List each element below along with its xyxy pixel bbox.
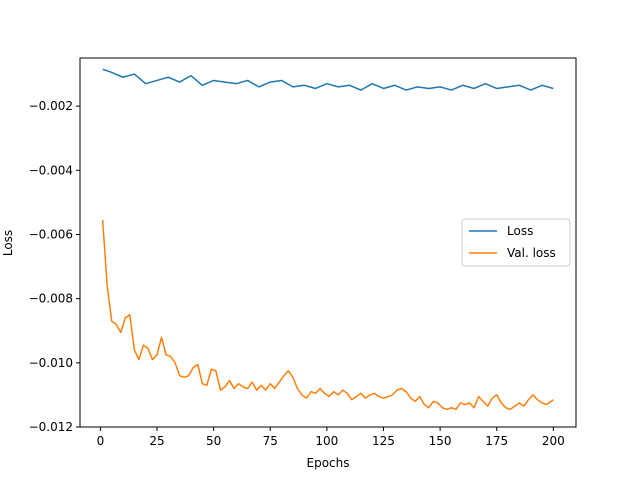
y-tick-label: −0.002 bbox=[29, 99, 73, 113]
y-axis-ticks: −0.002 −0.004 −0.006 −0.008 −0.010 −0.012 bbox=[29, 99, 80, 434]
x-tick-label: 125 bbox=[372, 434, 395, 448]
x-tick-label: 175 bbox=[485, 434, 508, 448]
series-line-0 bbox=[102, 68, 554, 91]
plot-series-group bbox=[101, 68, 554, 411]
y-tick-label: −0.004 bbox=[29, 163, 73, 177]
x-axis-label: Epochs bbox=[307, 456, 350, 470]
y-axis-label: Loss bbox=[1, 230, 15, 256]
y-tick-label: −0.006 bbox=[29, 227, 73, 241]
x-tick-label: 0 bbox=[97, 434, 105, 448]
legend: Loss Val. loss bbox=[461, 218, 571, 267]
legend-label-0: Loss bbox=[507, 224, 533, 238]
x-tick-label: 200 bbox=[542, 434, 565, 448]
y-tick-label: −0.012 bbox=[29, 420, 73, 434]
x-tick-label: 50 bbox=[206, 434, 221, 448]
y-tick-label: −0.010 bbox=[29, 356, 73, 370]
x-axis-ticks: 0 25 50 75 100 125 150 175 200 bbox=[97, 427, 565, 448]
x-tick-label: 100 bbox=[315, 434, 338, 448]
x-tick-label: 75 bbox=[263, 434, 278, 448]
legend-label-1: Val. loss bbox=[507, 246, 556, 260]
x-tick-label: 25 bbox=[149, 434, 164, 448]
plot-frame bbox=[79, 57, 577, 428]
y-tick-label: −0.008 bbox=[29, 292, 73, 306]
x-tick-label: 150 bbox=[429, 434, 452, 448]
series-line-1 bbox=[101, 219, 554, 411]
